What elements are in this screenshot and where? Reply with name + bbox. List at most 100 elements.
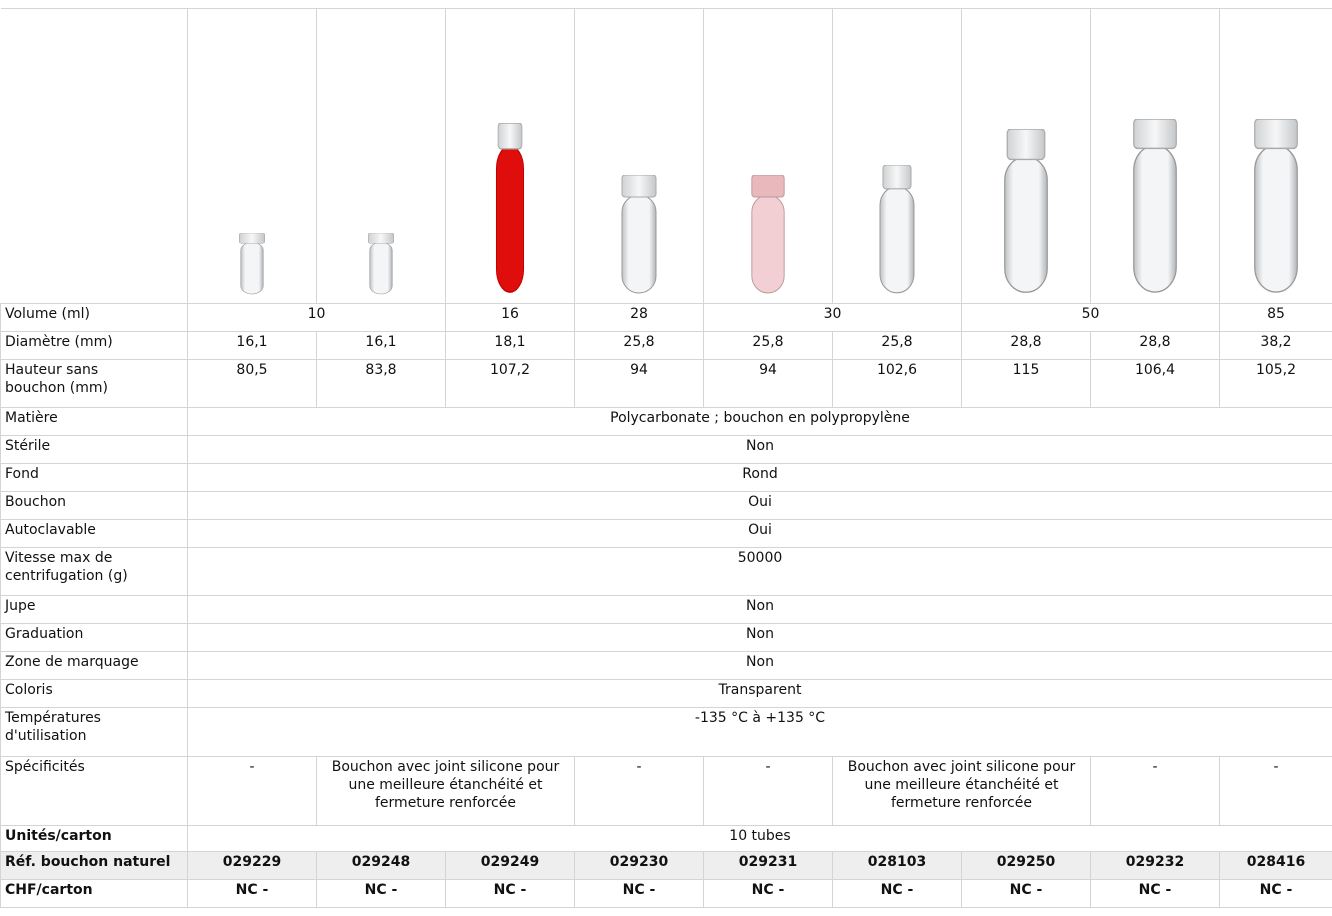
value-cell: 28,8 [1091, 332, 1220, 360]
value-cell: 25,8 [833, 332, 962, 360]
value-cell: 50 [962, 304, 1220, 332]
value-cell: 28,8 [962, 332, 1091, 360]
value-cell: Polycarbonate ; bouchon en polypropylène [188, 408, 1332, 436]
value-cell: 94 [704, 360, 833, 408]
label-text: Réf. bouchon naturel [5, 853, 183, 871]
row-label: Diamètre (mm) [1, 332, 188, 360]
label-text: Températures d'utilisation [5, 709, 145, 745]
table-row: Unités/carton 10 tubes [1, 826, 1332, 852]
label-text: Hauteur sans bouchon (mm) [5, 361, 145, 397]
value-cell: 80,5 [188, 360, 317, 408]
label-text: Spécificités [5, 758, 145, 776]
table-row: Matière Polycarbonate ; bouchon en polypr… [1, 408, 1332, 436]
table-row: Vitesse max de centrifugation (g) 50000 [1, 548, 1332, 596]
image-cell [1091, 9, 1220, 304]
value-cell: - [704, 757, 833, 826]
label-text: Autoclavable [5, 521, 145, 539]
value-cell: 106,4 [1091, 360, 1220, 408]
value-cell: NC - [317, 880, 446, 908]
image-cell [446, 9, 575, 304]
value-cell: NC - [575, 880, 704, 908]
label-text: Graduation [5, 625, 145, 643]
tube-image [749, 175, 787, 295]
value-cell: NC - [446, 880, 575, 908]
label-text: Zone de marquage [5, 653, 145, 671]
label-text: Jupe [5, 597, 145, 615]
image-cell [575, 9, 704, 304]
row-label: Hauteur sans bouchon (mm) [1, 360, 188, 408]
value-cell: 25,8 [704, 332, 833, 360]
value-cell: Oui [188, 492, 1332, 520]
value-cell: Oui [188, 520, 1332, 548]
value-cell: Rond [188, 464, 1332, 492]
value-cell: 30 [704, 304, 962, 332]
table-row: Bouchon Oui [1, 492, 1332, 520]
value-cell: Non [188, 596, 1332, 624]
label-text: Diamètre (mm) [5, 333, 145, 351]
label-text: Stérile [5, 437, 145, 455]
table-row: Températures d'utilisation-135 °C à +135… [1, 708, 1332, 757]
value-cell: 25,8 [575, 332, 704, 360]
value-cell: 029232 [1091, 852, 1220, 880]
tube-image [1130, 119, 1180, 295]
label-text: Vitesse max de centrifugation (g) [5, 549, 145, 585]
tube-image [877, 165, 917, 295]
value-cell: 107,2 [446, 360, 575, 408]
label-text: CHF/carton [5, 881, 183, 899]
value-cell: NC - [1220, 880, 1332, 908]
value-cell: 85 [1220, 304, 1332, 332]
value-cell: 029250 [962, 852, 1091, 880]
table-row: Autoclavable Oui [1, 520, 1332, 548]
row-label: Températures d'utilisation [1, 708, 188, 757]
label-text: Bouchon [5, 493, 145, 511]
row-label: Graduation [1, 624, 188, 652]
value-cell: Non [188, 652, 1332, 680]
table-row: Zone de marquage Non [1, 652, 1332, 680]
row-label: Coloris [1, 680, 188, 708]
value-cell: NC - [833, 880, 962, 908]
value-cell: NC - [1091, 880, 1220, 908]
tube-image [619, 175, 659, 295]
value-cell: 115 [962, 360, 1091, 408]
value-cell: 10 [188, 304, 446, 332]
row-label: Stérile [1, 436, 188, 464]
row-label: Fond [1, 464, 188, 492]
label-text: Unités/carton [5, 827, 183, 845]
value-cell: 10 tubes [188, 826, 1332, 852]
label-text: Volume (ml) [5, 305, 145, 323]
image-cell [704, 9, 833, 304]
row-label: Vitesse max de centrifugation (g) [1, 548, 188, 596]
image-cell [962, 9, 1091, 304]
tube-image [238, 233, 266, 295]
row-label: Autoclavable [1, 520, 188, 548]
value-cell: 029248 [317, 852, 446, 880]
table-row: Jupe Non [1, 596, 1332, 624]
value-cell: - [1091, 757, 1220, 826]
value-cell: 50000 [188, 548, 1332, 596]
row-label: Matière [1, 408, 188, 436]
row-label: Unités/carton [1, 826, 188, 852]
table-row: Spécificités-Bouchon avec joint silicone… [1, 757, 1332, 826]
image-cell [317, 9, 446, 304]
label-text: Matière [5, 409, 145, 427]
value-cell: NC - [704, 880, 833, 908]
row-label: Bouchon [1, 492, 188, 520]
value-cell: 16,1 [317, 332, 446, 360]
value-cell: 102,6 [833, 360, 962, 408]
row-label: Jupe [1, 596, 188, 624]
empty-cell [1, 9, 188, 304]
image-cell [833, 9, 962, 304]
image-cell [1220, 9, 1332, 304]
value-cell: - [188, 757, 317, 826]
row-label: Réf. bouchon naturel [1, 852, 188, 880]
value-cell: 28 [575, 304, 704, 332]
value-cell: 38,2 [1220, 332, 1332, 360]
